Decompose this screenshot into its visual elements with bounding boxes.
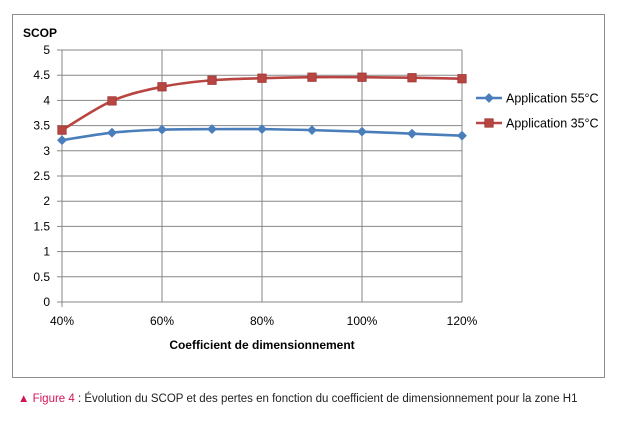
y-tick-label: 5 bbox=[43, 43, 50, 57]
y-tick-label: 2.5 bbox=[33, 169, 50, 183]
data-point-series-1 bbox=[57, 135, 67, 146]
data-point-series-2 bbox=[57, 125, 67, 135]
x-tick-label: 120% bbox=[447, 314, 478, 328]
data-point-series-2 bbox=[457, 74, 467, 84]
legend-label-1: Application 55°C bbox=[506, 92, 599, 106]
y-tick-label: 1.5 bbox=[33, 219, 50, 233]
scop-line-chart: 0 0.5 1 1.5 2 2.5 3 3.5 4 4.5 5 40% 60% 80% 100% 120% SC… bbox=[23, 26, 599, 352]
y-tick-label: 4.5 bbox=[33, 68, 50, 82]
x-tick-label: 100% bbox=[347, 314, 378, 328]
figure-caption: ▲ Figure 4 : Évolution du SCOP et des pe… bbox=[18, 392, 608, 406]
x-axis-title: Coefficient de dimensionnement bbox=[169, 338, 354, 352]
x-tick-label: 60% bbox=[150, 314, 174, 328]
data-point-series-2 bbox=[207, 75, 217, 85]
data-point-series-1 bbox=[107, 127, 117, 138]
caption-triangle-icon: ▲ bbox=[18, 393, 30, 405]
caption-separator: : bbox=[74, 393, 85, 405]
y-tick-label: 3.5 bbox=[33, 119, 50, 133]
x-tick-label: 40% bbox=[50, 314, 74, 328]
data-point-series-1 bbox=[357, 126, 367, 137]
legend-label-2: Application 35°C bbox=[506, 117, 599, 131]
data-point-series-2 bbox=[407, 73, 417, 83]
data-point-series-1 bbox=[407, 128, 417, 139]
y-axis-title: SCOP bbox=[23, 26, 57, 40]
data-point-series-1 bbox=[307, 125, 317, 136]
caption-figure-label: Figure 4 bbox=[32, 393, 75, 405]
y-tick-label: 3 bbox=[43, 144, 50, 158]
chart-frame: 0 0.5 1 1.5 2 2.5 3 3.5 4 4.5 5 40% 60% 80% 100% 120% SC… bbox=[12, 14, 605, 378]
y-tick-label: 2 bbox=[43, 194, 50, 208]
legend-marker-1 bbox=[484, 93, 494, 103]
caption-text: Évolution du SCOP et des pertes en fonct… bbox=[84, 393, 578, 405]
data-point-series-2 bbox=[257, 73, 267, 83]
data-point-series-2 bbox=[307, 72, 317, 82]
data-point-series-2 bbox=[107, 96, 117, 106]
x-tick-label: 80% bbox=[250, 314, 274, 328]
data-point-series-1 bbox=[457, 130, 467, 141]
y-tick-label: 0 bbox=[43, 295, 50, 309]
y-tick-label: 0.5 bbox=[33, 270, 50, 284]
y-tick-label: 1 bbox=[43, 245, 50, 259]
data-point-series-2 bbox=[357, 72, 367, 82]
data-point-series-1 bbox=[157, 124, 167, 135]
y-tick-label: 4 bbox=[43, 93, 50, 107]
data-point-series-1 bbox=[257, 124, 267, 135]
data-point-series-2 bbox=[157, 82, 167, 92]
legend-marker-2 bbox=[484, 118, 494, 128]
data-point-series-1 bbox=[207, 124, 217, 135]
